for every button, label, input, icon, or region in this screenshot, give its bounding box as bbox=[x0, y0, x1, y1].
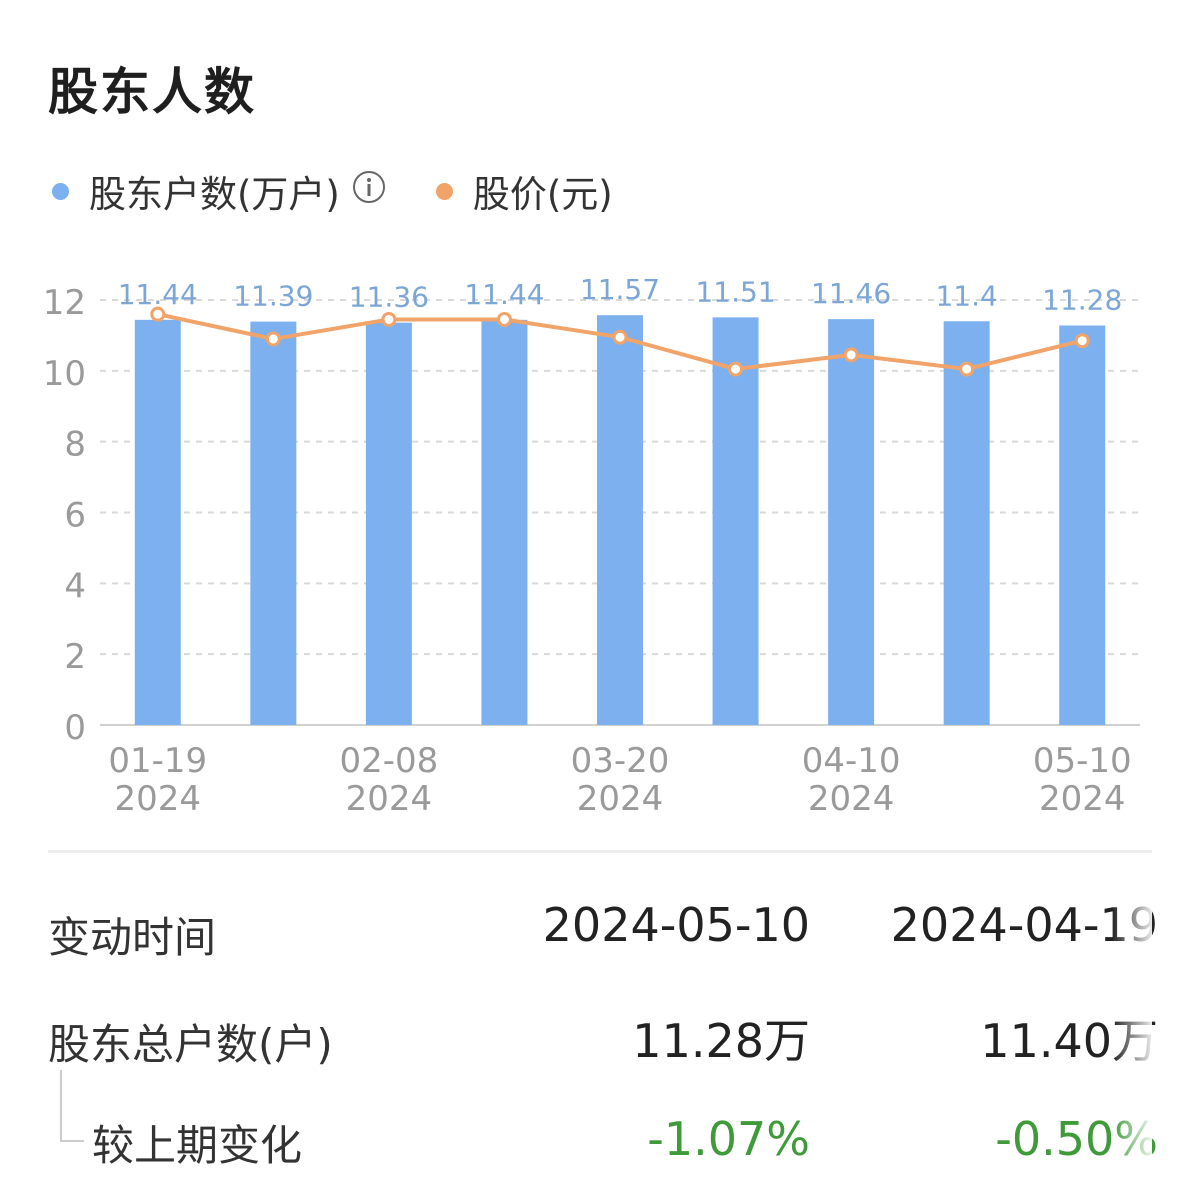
price-point bbox=[843, 347, 859, 363]
holders-bar bbox=[597, 315, 643, 725]
divider bbox=[48, 850, 1152, 853]
page-title: 股东人数 bbox=[48, 63, 256, 121]
price-point bbox=[150, 306, 166, 322]
chart-legend: 股东户数(万户) 股价(元) bbox=[52, 163, 613, 219]
bar-value-label: 11.36 bbox=[349, 281, 429, 314]
legend-holders-dot bbox=[52, 182, 69, 200]
total-holders-label: 股东总户数(户) bbox=[48, 1020, 333, 1069]
price-point bbox=[265, 331, 281, 347]
holders-bar bbox=[481, 319, 528, 725]
change-value-2: -0.50% bbox=[995, 1112, 1158, 1166]
price-point bbox=[612, 329, 628, 345]
x-tick-year-label: 2024 bbox=[346, 779, 433, 819]
legend-price-dot bbox=[435, 182, 453, 200]
holders-bar bbox=[250, 321, 297, 725]
holders-chart: 0 2 4 6 8 10 12 11.44 11.39 11.36 11.44 11.57 11.51 1… bbox=[43, 273, 1140, 819]
change-row: -1.07% -0.50% bbox=[48, 1112, 1158, 1172]
holders-bar bbox=[943, 321, 990, 725]
total-holders-value-2: 11.40万 bbox=[980, 1014, 1158, 1068]
x-tick-label: 05-10 bbox=[1033, 741, 1132, 781]
holders-bar bbox=[1059, 325, 1106, 725]
price-point bbox=[959, 361, 975, 377]
total-holders-value-1: 11.28万 bbox=[632, 1014, 810, 1068]
x-tick-label: 02-08 bbox=[339, 741, 438, 781]
y-tick-label: 2 bbox=[64, 637, 86, 677]
change-date-value-2: 2024-04-19 bbox=[890, 898, 1158, 952]
x-tick-label: 04-10 bbox=[802, 741, 901, 781]
bar-value-label: 11.44 bbox=[118, 278, 198, 311]
bar-value-label: 11.57 bbox=[580, 273, 660, 306]
y-tick-label: 10 bbox=[43, 354, 86, 394]
sub-row-bracket bbox=[60, 1070, 84, 1142]
holders-bar bbox=[365, 322, 412, 725]
y-tick-label: 4 bbox=[64, 566, 86, 606]
info-circle-icon[interactable] bbox=[352, 170, 386, 204]
holders-bar bbox=[828, 319, 875, 725]
x-tick-label: 01-19 bbox=[108, 741, 207, 781]
total-holders-row: 股东总户数(户) 11.28万 11.40万 bbox=[48, 1005, 1158, 1069]
y-tick-label: 6 bbox=[64, 496, 86, 536]
x-tick-year-label: 2024 bbox=[577, 779, 664, 819]
holders-bar bbox=[712, 317, 759, 725]
legend-item-holders[interactable]: 股东户数(万户) bbox=[52, 164, 386, 218]
price-point bbox=[1074, 333, 1090, 349]
price-point bbox=[381, 311, 397, 327]
price-point bbox=[728, 361, 744, 377]
x-tick-year-label: 2024 bbox=[1039, 779, 1126, 819]
change-date-label: 变动时间 bbox=[48, 913, 217, 962]
x-tick-label: 03-20 bbox=[571, 741, 670, 781]
legend-price-label: 股价(元) bbox=[472, 173, 613, 216]
y-tick-label: 8 bbox=[64, 425, 86, 465]
change-value-1: -1.07% bbox=[647, 1112, 810, 1166]
holders-bar bbox=[134, 319, 181, 725]
price-point bbox=[496, 311, 512, 327]
change-date-value-1: 2024-05-10 bbox=[542, 898, 810, 952]
bar-value-label: 11.46 bbox=[811, 277, 891, 310]
change-label: 较上期变化 bbox=[92, 1121, 303, 1170]
bar-value-label: 11.39 bbox=[233, 280, 313, 313]
bar-value-label: 11.51 bbox=[695, 275, 775, 308]
y-tick-label: 12 bbox=[43, 283, 86, 323]
x-tick-year-label: 2024 bbox=[808, 779, 895, 819]
bar-value-label: 11.28 bbox=[1042, 284, 1122, 317]
x-tick-year-label: 2024 bbox=[115, 779, 202, 819]
change-date-row: 变动时间 2024-05-10 2024-04-19 bbox=[48, 898, 1158, 962]
y-tick-label: 0 bbox=[64, 708, 86, 748]
bar-value-label: 11.44 bbox=[464, 278, 544, 311]
bar-value-label: 11.4 bbox=[935, 279, 997, 312]
legend-item-price[interactable]: 股价(元) bbox=[435, 164, 613, 218]
legend-holders-label: 股东户数(万户) bbox=[89, 173, 340, 216]
